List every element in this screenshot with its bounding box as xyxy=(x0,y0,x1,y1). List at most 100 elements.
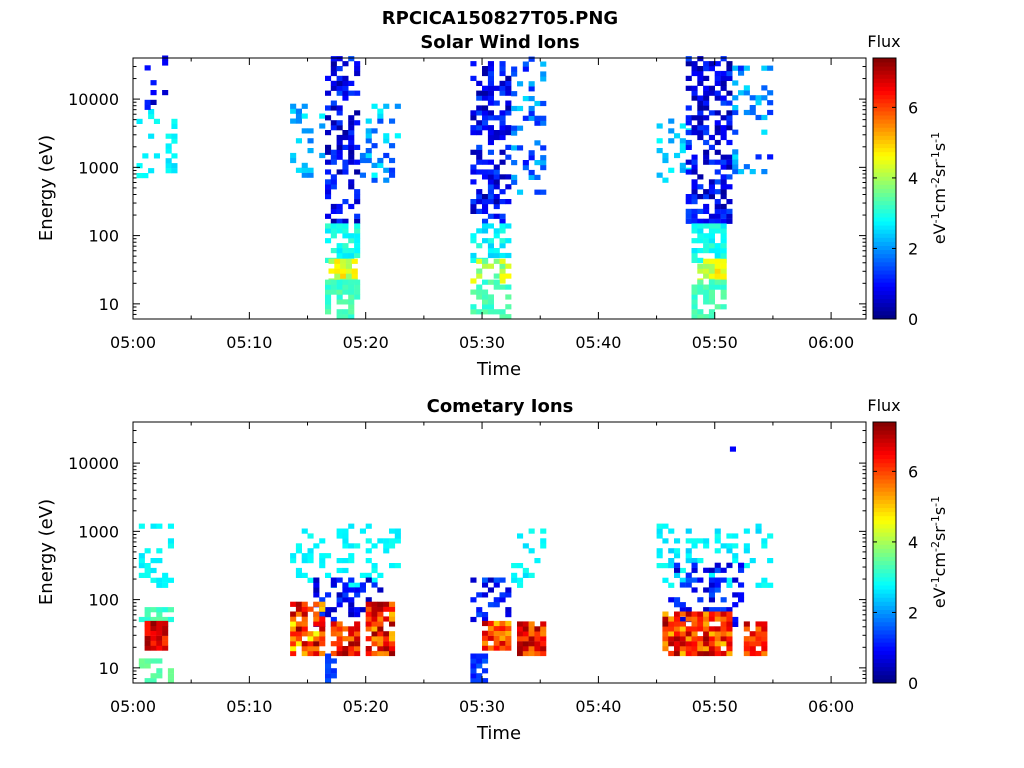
flux-cell xyxy=(720,125,727,131)
flux-cell xyxy=(325,159,332,165)
flux-cell xyxy=(336,223,343,229)
flux-cell xyxy=(330,203,337,210)
flux-cell xyxy=(697,194,704,200)
flux-cell xyxy=(290,611,297,617)
flux-cell xyxy=(522,115,529,121)
flux-cell xyxy=(383,616,390,622)
flux-cell xyxy=(522,160,529,166)
flux-cell xyxy=(348,553,355,559)
flux-cell xyxy=(295,108,302,114)
flux-cell xyxy=(691,189,698,195)
flux-cell xyxy=(389,650,396,657)
flux-cell xyxy=(348,294,355,300)
flux-cell xyxy=(726,626,733,632)
flux-cell xyxy=(342,199,349,205)
flux-cell xyxy=(290,558,297,564)
colorbar-step xyxy=(873,572,896,578)
flux-cell xyxy=(313,587,320,593)
colorbar-step xyxy=(873,560,896,566)
flux-cell xyxy=(325,223,332,229)
flux-cell xyxy=(313,646,320,652)
flux-cell xyxy=(726,159,733,165)
flux-cell xyxy=(691,218,698,224)
flux-cell xyxy=(517,105,524,112)
flux-cell xyxy=(499,252,506,259)
flux-cell xyxy=(720,189,727,195)
flux-cell xyxy=(697,184,704,190)
flux-cell xyxy=(394,528,401,534)
flux-cell xyxy=(714,169,721,175)
flux-cell xyxy=(743,636,750,642)
flux-cell xyxy=(691,294,698,300)
flux-cell xyxy=(708,258,715,264)
flux-cell xyxy=(691,179,698,185)
flux-cell xyxy=(307,558,314,564)
flux-cell xyxy=(674,602,681,608)
flux-cell xyxy=(325,189,332,195)
flux-cell xyxy=(482,645,489,651)
flux-cell xyxy=(295,113,302,119)
flux-cell xyxy=(383,650,390,657)
flux-cell xyxy=(171,133,178,139)
flux-cell xyxy=(517,621,524,627)
flux-cell xyxy=(691,284,698,290)
flux-cell xyxy=(720,273,727,279)
flux-cell xyxy=(708,597,715,603)
flux-cell xyxy=(755,582,762,588)
flux-cell xyxy=(726,582,733,588)
flux-cell xyxy=(336,105,343,111)
colorbar-step xyxy=(873,217,896,222)
flux-cell xyxy=(703,115,710,121)
flux-cell xyxy=(761,129,768,135)
flux-cell xyxy=(354,233,361,239)
flux-cell xyxy=(290,636,297,642)
flux-cell xyxy=(165,143,172,149)
flux-cell xyxy=(342,650,349,657)
flux-cell xyxy=(720,611,727,617)
flux-cell xyxy=(697,115,704,121)
flux-cell xyxy=(336,636,343,642)
flux-cell xyxy=(528,174,535,180)
flux-cell xyxy=(470,658,477,664)
flux-cell xyxy=(377,162,384,168)
flux-cell xyxy=(493,115,500,121)
flux-cell xyxy=(383,103,390,109)
colorbar-unit-label: eV-1cm-2sr-1s-1 xyxy=(929,496,949,608)
colorbar-step xyxy=(873,204,896,210)
flux-cell xyxy=(330,289,337,295)
flux-cell xyxy=(336,626,343,632)
flux-cell xyxy=(540,543,547,549)
flux-cell xyxy=(150,577,157,583)
flux-cell xyxy=(685,616,692,622)
flux-cell xyxy=(528,96,535,102)
flux-cell xyxy=(755,641,762,647)
flux-cell xyxy=(540,621,547,627)
flux-cell xyxy=(540,165,547,171)
flux-cell xyxy=(534,636,541,642)
flux-cell xyxy=(482,616,489,623)
flux-cell xyxy=(493,100,500,106)
flux-cell xyxy=(336,85,343,91)
flux-cell xyxy=(167,543,174,549)
unit-exponent: -1 xyxy=(929,212,942,223)
flux-cell xyxy=(511,572,518,578)
colorbar-step xyxy=(873,544,896,549)
x-tick-label: 05:00 xyxy=(110,697,156,716)
flux-cell xyxy=(162,620,169,627)
y-tick-label: 10 xyxy=(99,295,119,314)
flux-cell xyxy=(148,113,155,120)
flux-cell xyxy=(383,152,390,159)
flux-cell xyxy=(662,157,669,164)
flux-cell xyxy=(708,616,715,622)
flux-cell xyxy=(144,625,151,631)
flux-cell xyxy=(743,85,750,91)
flux-cell xyxy=(674,133,681,139)
flux-cell xyxy=(487,125,494,131)
flux-cell xyxy=(703,299,710,305)
flux-cell xyxy=(720,304,727,310)
flux-cell xyxy=(685,553,692,559)
flux-cell xyxy=(499,66,506,72)
flux-cell xyxy=(749,636,756,642)
flux-cell xyxy=(487,80,494,86)
